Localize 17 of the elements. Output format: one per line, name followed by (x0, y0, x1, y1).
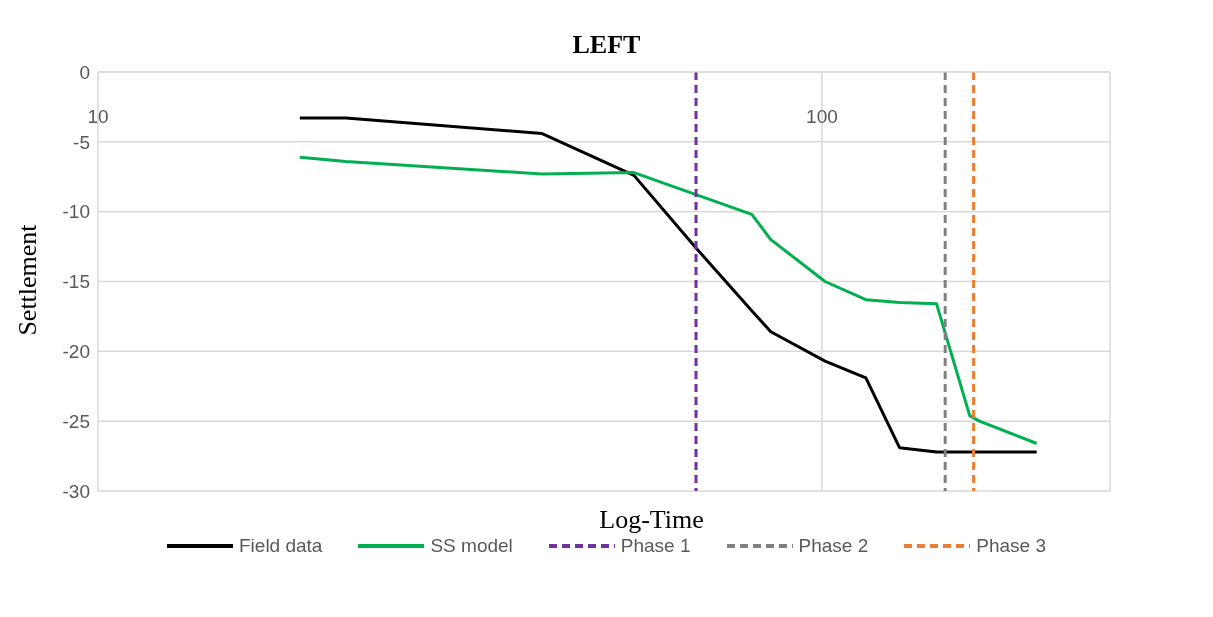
y-tick-label: -15 (62, 271, 90, 293)
y-tick-label: -25 (62, 410, 90, 432)
y-axis-title: Settlement (13, 224, 43, 336)
y-tick-label: 0 (79, 61, 90, 83)
y-tick-label: -10 (62, 201, 90, 223)
x-axis-title: Log-Time (598, 505, 705, 535)
legend-label: Phase 3 (976, 535, 1047, 557)
y-tick-label: -30 (62, 480, 90, 502)
legend-label: Field data (238, 535, 323, 557)
legend-label: Phase 1 (620, 535, 691, 557)
y-tick-label: -20 (62, 341, 90, 363)
chart-title: LEFT (571, 30, 642, 60)
legend-label: Phase 2 (798, 535, 869, 557)
y-tick-label: -5 (73, 131, 90, 153)
x-tick-label: 100 (806, 106, 838, 128)
x-tick-label: 10 (87, 106, 109, 128)
legend-label: SS model (430, 535, 513, 557)
